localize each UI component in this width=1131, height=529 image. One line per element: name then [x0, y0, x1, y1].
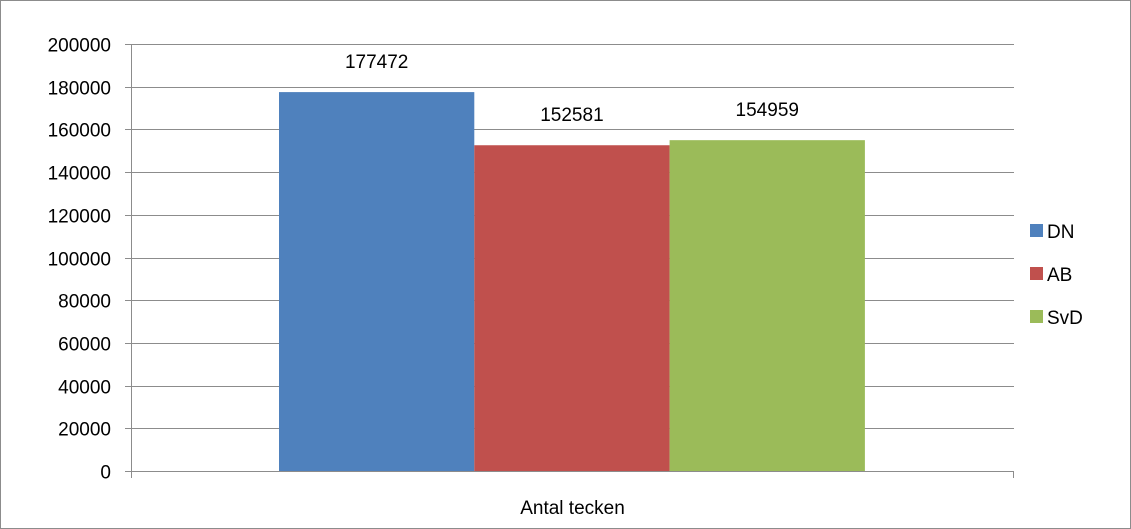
legend-label-dn: DN — [1047, 222, 1074, 243]
legend-swatch-dn — [1030, 224, 1043, 237]
y-tick-label: 0 — [100, 463, 111, 484]
axes — [125, 44, 1014, 478]
y-tick-label: 140000 — [48, 164, 111, 185]
data-label-dn: 177472 — [345, 52, 408, 73]
bar-dn — [279, 92, 475, 471]
y-tick-label: 40000 — [58, 378, 111, 399]
legend-label-ab: AB — [1047, 265, 1072, 286]
legend-swatch-ab — [1030, 267, 1043, 280]
y-tick-label: 20000 — [58, 420, 111, 441]
bar-ab — [474, 145, 670, 471]
y-tick-label: 160000 — [48, 121, 111, 142]
x-category-label: Antal tecken — [520, 498, 625, 519]
data-label-ab: 152581 — [540, 105, 603, 126]
legend-label-svd: SvD — [1047, 308, 1083, 329]
y-tick-label: 120000 — [48, 207, 111, 228]
y-tick-label: 180000 — [48, 79, 111, 100]
y-tick-label: 80000 — [58, 292, 111, 313]
legend-swatch-svd — [1030, 310, 1043, 323]
y-tick-label: 60000 — [58, 335, 111, 356]
labels: 0 20000 40000 60000 80000 100000 120000 140000 1… — [48, 36, 799, 520]
legend: DN AB SvD — [1030, 222, 1083, 329]
bars — [279, 92, 865, 471]
data-label-svd: 154959 — [736, 100, 799, 121]
bar-svd — [669, 140, 865, 471]
y-tick-label: 200000 — [48, 36, 111, 57]
y-tick-label: 100000 — [48, 250, 111, 271]
